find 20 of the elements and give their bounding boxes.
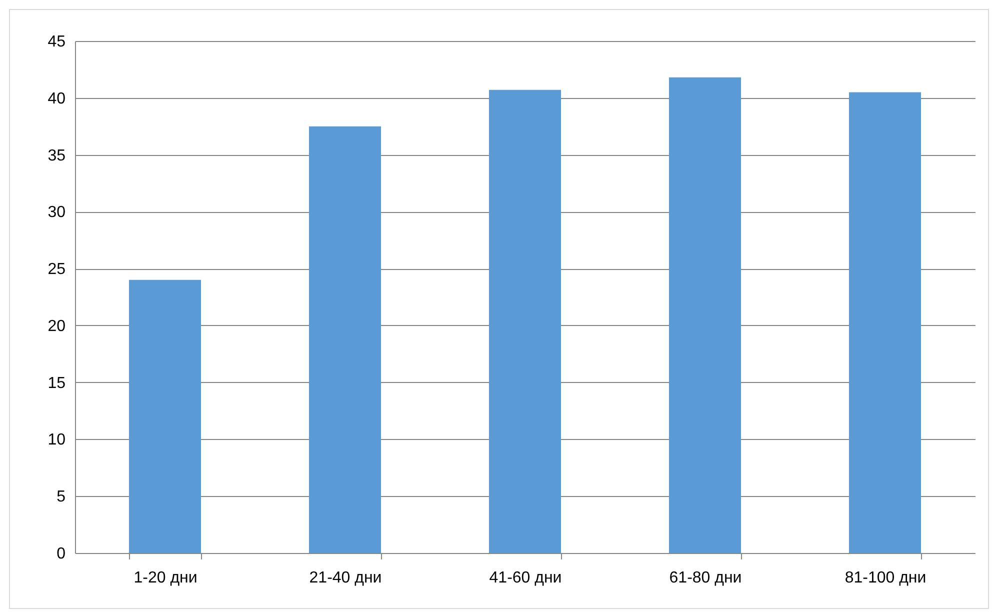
y-tick-label: 25 [48, 261, 66, 278]
bar [309, 126, 381, 553]
y-tick-label: 45 [48, 34, 66, 50]
y-tick-label: 35 [48, 147, 66, 164]
bar [849, 92, 921, 553]
x-tick-label: 21-40 дни [309, 570, 382, 586]
x-tick-label: 61-80 дни [669, 570, 742, 586]
y-tick-label: 10 [48, 432, 66, 449]
y-tick-label: 30 [48, 204, 66, 222]
x-tick-label: 41-60 дни [489, 570, 562, 586]
y-tick-label: 15 [48, 374, 66, 392]
x-tick-label: 1-20 дни [134, 570, 198, 586]
x-tick-label: 81-100 дни [844, 570, 926, 586]
y-tick-label: 0 [56, 546, 66, 562]
y-tick-label: 20 [48, 318, 66, 335]
bar [489, 90, 561, 553]
bar [669, 77, 741, 553]
y-tick-label: 40 [48, 90, 66, 108]
bar [129, 280, 201, 553]
y-tick-label: 5 [56, 488, 66, 506]
